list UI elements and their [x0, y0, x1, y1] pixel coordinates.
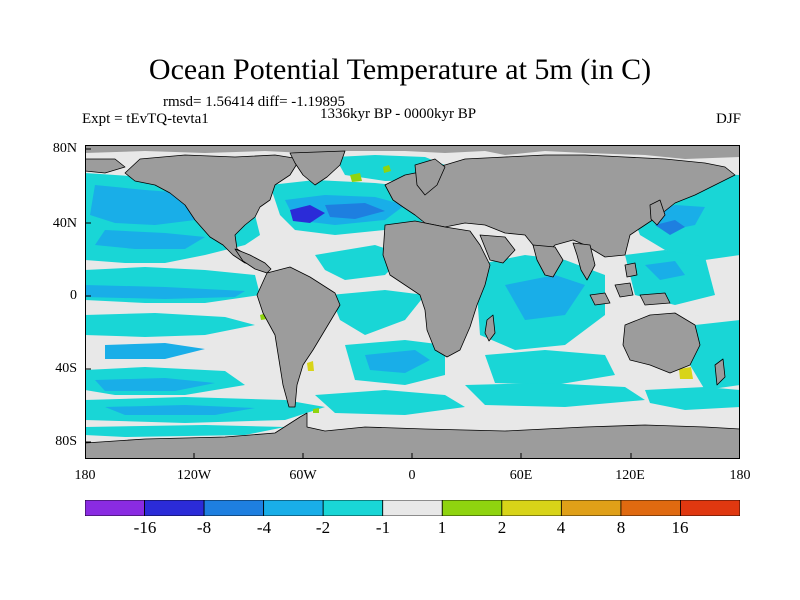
colorbar-label-minus4: -4: [256, 518, 272, 537]
colorbar-label-minus16: -16: [133, 518, 157, 537]
lon-label-120w: 120W: [176, 468, 212, 483]
lat-label-80n: 80N: [52, 141, 77, 156]
colorbar-label-4: 4: [556, 518, 566, 537]
lon-label-180w: 180: [74, 468, 96, 483]
lat-label-0: 0: [70, 288, 77, 303]
colorbar-cell: [144, 500, 205, 516]
colorbar-cell: [560, 500, 622, 516]
lat-label-40s: 40S: [55, 361, 77, 376]
colorbar-cell: [680, 500, 740, 516]
colorbar-label-minus1: -1: [375, 518, 391, 537]
lon-label-120e: 120E: [615, 468, 645, 483]
lon-label-0: 0: [408, 468, 416, 483]
period-label: 1336kyr BP - 0000kyr BP: [320, 106, 477, 122]
experiment-label: Expt = tEvTQ-tevta1: [82, 111, 209, 127]
lon-label-60w: 60W: [289, 468, 317, 483]
colorbar-cell: [322, 500, 384, 516]
land-masses: [85, 145, 740, 459]
colorbar-cell: [620, 500, 681, 516]
colorbar-cell: [203, 500, 265, 516]
colorbar-cell: [441, 500, 503, 516]
colorbar-label-1: 1: [437, 518, 447, 537]
colorbar-label-16: 16: [671, 518, 689, 537]
colorbar: [85, 500, 740, 516]
season-label: DJF: [715, 111, 741, 127]
lat-label-80s: 80S: [55, 434, 77, 449]
world-map: [85, 145, 740, 459]
colorbar-cell: [85, 500, 145, 516]
lat-label-40n: 40N: [52, 216, 77, 231]
colorbar-label-8: 8: [616, 518, 626, 537]
colorbar-label-minus8: -8: [196, 518, 212, 537]
lon-label-180e: 180: [729, 468, 751, 483]
map-title: Ocean Potential Temperature at 5m (in C): [148, 53, 652, 86]
temperature-anomaly-field: [85, 155, 740, 437]
colorbar-label-minus2: -2: [315, 518, 331, 537]
colorbar-label-2: 2: [497, 518, 507, 537]
map-ticks: [85, 145, 632, 459]
colorbar-cell: [501, 500, 562, 516]
colorbar-cell: [263, 500, 324, 516]
colorbar-cells: [85, 500, 740, 516]
statistics-text: rmsd= 1.56414 diff= -1.19895: [163, 94, 346, 110]
colorbar-cell: [382, 500, 443, 516]
lon-label-60e: 60E: [509, 468, 533, 483]
